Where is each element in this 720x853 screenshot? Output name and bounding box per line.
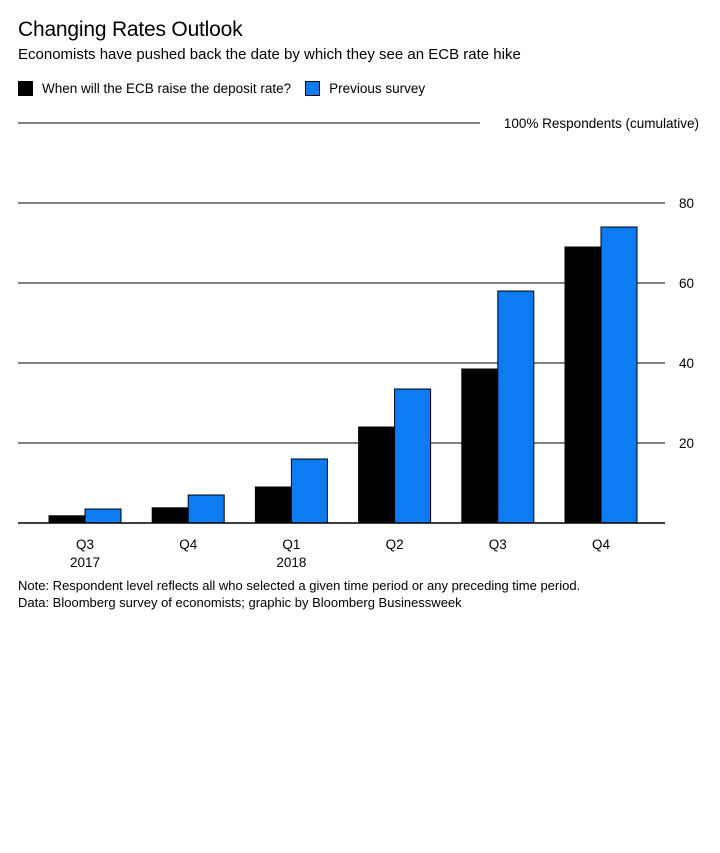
x-tick-label-4: Q3 xyxy=(489,537,507,552)
y-axis-label: 100% Respondents (cumulative) xyxy=(504,116,699,131)
legend-item-previous: Previous survey xyxy=(305,81,425,96)
chart-notes: Note: Respondent level reflects all who … xyxy=(18,577,580,611)
legend-label-current: When will the ECB raise the deposit rate… xyxy=(42,81,292,96)
legend-item-current: When will the ECB raise the deposit rate… xyxy=(18,81,291,96)
bar-previous-5 xyxy=(600,226,638,524)
bar-previous-1 xyxy=(187,494,225,524)
legend-swatch-current xyxy=(18,81,33,96)
bar-current-1 xyxy=(151,507,189,524)
bar-current-3 xyxy=(358,426,396,524)
chart-subtitle: Economists have pushed back the date by … xyxy=(18,46,521,63)
bar-chart: 100% Respondents (cumulative) 20 40 60 80 Q3 2… xyxy=(18,116,699,570)
chart-title: Changing Rates Outlook xyxy=(18,18,243,41)
note-text: Note: Respondent level reflects all who … xyxy=(18,578,581,593)
legend-label-previous: Previous survey xyxy=(329,81,426,96)
bar-current-0 xyxy=(48,515,86,524)
bar-previous-2 xyxy=(290,458,328,524)
bar-previous-3 xyxy=(394,388,432,524)
y-tick-label-20: 20 xyxy=(679,436,694,451)
bar-current-2 xyxy=(254,486,292,524)
y-tick-label-40: 40 xyxy=(679,356,694,371)
x-tick-label-0: Q3 xyxy=(76,537,94,552)
x-tick-sublabel-2: 2018 xyxy=(276,555,306,570)
x-tick-label-5: Q4 xyxy=(592,537,611,552)
y-tick-label-60: 60 xyxy=(679,276,694,291)
x-tick-sublabel-0: 2017 xyxy=(70,555,100,570)
bar-previous-0 xyxy=(84,508,122,524)
legend-swatch-previous xyxy=(305,81,321,96)
x-tick-label-3: Q2 xyxy=(386,537,404,552)
bar-current-5 xyxy=(564,246,602,524)
bar-previous-4 xyxy=(497,290,535,524)
y-tick-label-80: 80 xyxy=(679,196,694,211)
x-tick-label-1: Q4 xyxy=(179,537,198,552)
x-tick-label-2: Q1 xyxy=(282,537,300,552)
legend: When will the ECB raise the deposit rate… xyxy=(18,81,439,96)
source-text: Data: Bloomberg survey of economists; gr… xyxy=(18,595,462,610)
bar-current-4 xyxy=(461,368,499,524)
